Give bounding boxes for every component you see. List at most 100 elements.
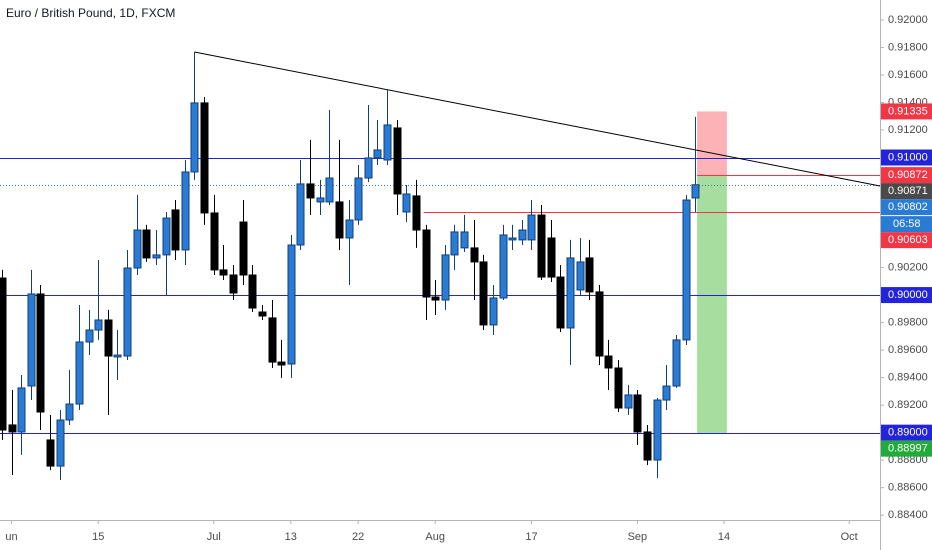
candle-body <box>633 394 642 433</box>
candle-body <box>489 297 498 326</box>
candle-body <box>36 293 45 413</box>
candle-body <box>133 229 142 269</box>
candle-body <box>595 291 604 357</box>
y-tick-label: 0.88400 <box>888 509 928 521</box>
price-label-box <box>881 167 932 184</box>
candle-body <box>94 319 103 331</box>
candle-body <box>190 102 199 173</box>
x-tick-label: Sep <box>628 531 648 543</box>
candle-body <box>527 214 536 241</box>
price-label: 0.88997 <box>888 443 928 455</box>
y-tick-label: 0.89800 <box>888 316 928 328</box>
candle-body <box>547 237 556 278</box>
y-tick-label: 0.88800 <box>888 454 928 466</box>
profit-zone <box>697 175 727 434</box>
y-tick-label: 0.91800 <box>888 41 928 53</box>
price-label: 0.90603 <box>888 234 928 246</box>
price-label: 0.90872 <box>888 169 928 181</box>
y-tick-label: 0.88600 <box>888 482 928 494</box>
y-tick-label: 0.89400 <box>888 372 928 384</box>
candle-body <box>171 209 180 251</box>
x-tick-label: 13 <box>285 531 297 543</box>
x-tick-label: Aug <box>425 531 445 543</box>
candle-body <box>585 257 594 293</box>
loss-zone <box>697 111 727 176</box>
candle-body <box>604 355 613 369</box>
candle-body <box>412 195 421 231</box>
candle-body <box>614 367 623 409</box>
candle-body <box>248 274 257 309</box>
candle-body <box>268 317 277 363</box>
y-tick-label: 0.89200 <box>888 399 928 411</box>
candle-body <box>123 267 132 357</box>
trendline <box>194 51 881 187</box>
candle-body <box>691 184 700 199</box>
price-label: 0.90802 <box>888 201 928 213</box>
x-tick-label: 15 <box>92 531 104 543</box>
candle-body <box>373 149 382 159</box>
candle-body <box>450 231 459 256</box>
candle-body <box>200 102 209 214</box>
price-label-box <box>881 183 932 200</box>
price-label-box <box>881 232 932 249</box>
candle-body <box>624 394 633 409</box>
candle-body <box>181 171 190 251</box>
candle-body <box>85 329 94 343</box>
candle-body <box>8 424 17 433</box>
x-tick-label: 14 <box>718 531 730 543</box>
candle-body <box>479 261 488 326</box>
price-label-box <box>881 287 932 304</box>
candle-body <box>345 219 354 239</box>
y-tick-label: 0.90200 <box>888 261 928 273</box>
x-tick-label: 17 <box>525 531 537 543</box>
candle-body <box>306 183 315 199</box>
candle-body <box>17 387 26 433</box>
candle-body <box>162 217 171 256</box>
candle-body <box>643 431 652 461</box>
candle-body <box>75 341 84 405</box>
y-tick-label: 0.92000 <box>888 14 928 26</box>
price-label: 0.90871 <box>888 185 928 197</box>
candle-body <box>104 319 113 357</box>
candle-body <box>672 339 681 387</box>
price-label: 0.89000 <box>888 427 928 439</box>
candle-body <box>113 354 122 358</box>
candle-body <box>576 261 585 291</box>
candle-body <box>229 274 238 294</box>
countdown-box <box>881 216 932 233</box>
candle-body <box>441 254 450 301</box>
candle-body <box>354 177 363 221</box>
candle-body <box>566 257 575 329</box>
candle-body <box>383 124 392 161</box>
candle-body <box>152 254 161 259</box>
candle-body <box>219 269 228 276</box>
candle-body <box>662 385 671 401</box>
x-tick-label: 22 <box>352 531 364 543</box>
candle-body <box>556 276 565 329</box>
candle-body <box>499 234 508 299</box>
candle-body <box>537 214 546 278</box>
chart-title: Euro / British Pound, 1D, FXCM <box>6 6 175 20</box>
candle-body <box>402 193 411 213</box>
candle-body <box>422 229 431 298</box>
countdown: 06:58 <box>893 218 921 230</box>
price-label-box <box>881 199 932 216</box>
candle-body <box>470 247 479 263</box>
y-tick-label: 0.91600 <box>888 69 928 81</box>
candle-body <box>46 439 55 467</box>
y-tick-label: 0.89600 <box>888 344 928 356</box>
x-tick-label: Jul <box>207 531 221 543</box>
candle-body <box>325 177 334 203</box>
candle-body <box>518 229 527 241</box>
candle-body <box>277 361 286 366</box>
price-label-box <box>881 149 932 166</box>
candle-body <box>364 157 373 179</box>
candle-body <box>335 201 344 239</box>
candle-body <box>142 229 151 259</box>
candle-body <box>296 183 305 246</box>
price-label: 0.90000 <box>888 289 928 301</box>
candle-body <box>0 277 7 431</box>
candle-body <box>258 311 267 317</box>
